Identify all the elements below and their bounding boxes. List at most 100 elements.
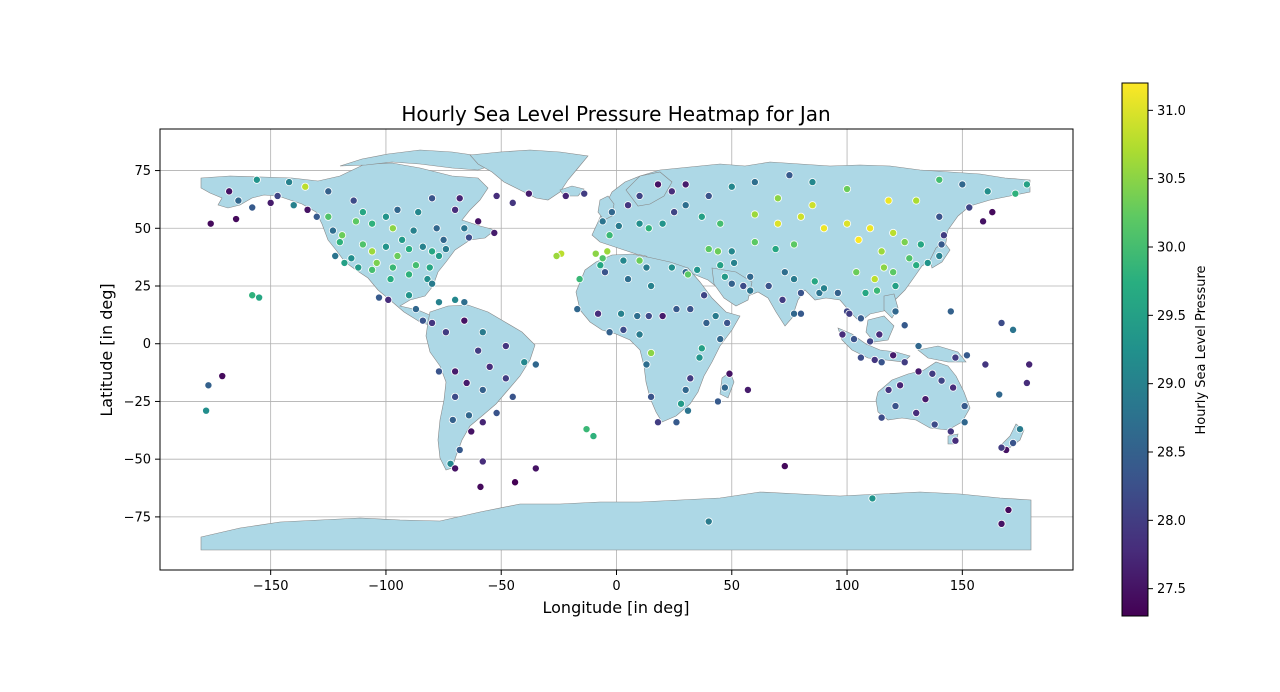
station-point (988, 208, 997, 217)
x-tick-label: 0 (612, 579, 620, 594)
station-point (997, 443, 1006, 452)
station-point (843, 185, 852, 194)
station-point (354, 263, 363, 272)
station-point (474, 346, 483, 355)
station-point (946, 427, 955, 436)
station-point (368, 219, 377, 228)
station-point (681, 385, 690, 394)
station-point (951, 353, 960, 362)
station-point (720, 272, 729, 281)
station-point (594, 309, 603, 318)
station-point (501, 374, 510, 383)
chart-title: Hourly Sea Level Pressure Heatmap for Ja… (401, 102, 830, 126)
station-point (328, 226, 337, 235)
station-point (711, 312, 720, 321)
station-point (700, 291, 709, 300)
station-point (896, 381, 905, 390)
station-point (960, 402, 969, 411)
station-point (949, 383, 958, 392)
colorbar-tick-label: 30.0 (1157, 241, 1186, 256)
station-point (833, 288, 842, 297)
station-point (596, 261, 605, 270)
station-point (603, 247, 612, 256)
x-axis-label: Longitude [in deg] (543, 598, 690, 617)
data-points (202, 171, 1034, 528)
station-point (889, 268, 898, 277)
station-point (658, 219, 667, 228)
station-point (404, 245, 413, 254)
y-axis-label: Latitude [in deg] (97, 283, 116, 416)
station-point (386, 275, 395, 284)
station-point (478, 328, 487, 337)
station-point (654, 180, 663, 189)
station-point (693, 265, 702, 274)
station-point (981, 360, 990, 369)
station-point (619, 325, 628, 334)
station-point (697, 344, 706, 353)
station-point (704, 517, 713, 526)
station-point (234, 196, 243, 205)
colorbar-tick-label: 28.5 (1157, 446, 1186, 461)
station-point (730, 258, 739, 267)
station-point (531, 464, 540, 473)
land-africa (575, 253, 741, 423)
station-point (773, 219, 782, 228)
station-point (381, 242, 390, 251)
station-point (531, 360, 540, 369)
station-point (750, 210, 759, 219)
station-point (393, 251, 402, 260)
station-point (441, 328, 450, 337)
x-tick-label: 150 (950, 579, 975, 594)
y-tick-label: 75 (134, 164, 151, 179)
station-point (790, 275, 799, 284)
station-point (552, 251, 561, 260)
station-point (464, 233, 473, 242)
station-point (923, 258, 932, 267)
station-point (702, 318, 711, 327)
station-point (983, 187, 992, 196)
station-point (935, 251, 944, 260)
x-tick-label: 100 (835, 579, 860, 594)
station-point (856, 353, 865, 362)
station-point (644, 224, 653, 233)
station-point (455, 194, 464, 203)
station-point (347, 254, 356, 263)
station-point (877, 358, 886, 367)
station-point (248, 203, 257, 212)
station-point (997, 318, 1006, 327)
station-point (368, 247, 377, 256)
station-point (460, 316, 469, 325)
station-point (434, 367, 443, 376)
station-point (780, 268, 789, 277)
station-point (780, 462, 789, 471)
station-point (979, 217, 988, 226)
colorbar-gradient (1121, 82, 1149, 617)
colorbar-tick-label: 29.5 (1157, 309, 1186, 324)
station-point (1009, 439, 1018, 448)
station-point (393, 205, 402, 214)
station-point (451, 464, 460, 473)
station-point (1009, 325, 1018, 334)
station-point (474, 217, 483, 226)
station-point (351, 217, 360, 226)
station-point (451, 205, 460, 214)
station-point (900, 238, 909, 247)
station-point (478, 385, 487, 394)
station-point (409, 226, 418, 235)
station-point (647, 348, 656, 357)
station-point (425, 263, 434, 272)
colorbar-tick-label: 27.5 (1157, 582, 1186, 597)
station-point (451, 367, 460, 376)
station-point (411, 261, 420, 270)
station-point (575, 275, 584, 284)
x-tick-label: −150 (253, 579, 289, 594)
station-point (866, 224, 875, 233)
station-point (884, 196, 893, 205)
station-point (727, 247, 736, 256)
station-point (670, 208, 679, 217)
station-point (713, 397, 722, 406)
station-point (607, 208, 616, 217)
station-point (598, 254, 607, 263)
station-point (478, 418, 487, 427)
